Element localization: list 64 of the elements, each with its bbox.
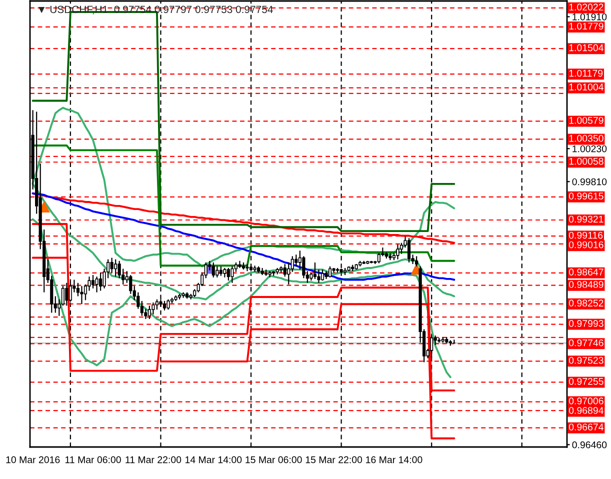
y-tick-label: 0.96460 [572,441,607,448]
candlestick [98,272,102,292]
candlestick [290,256,294,272]
ref-line-label: 1.00058 [569,158,604,165]
line-series [32,192,456,281]
candlestick [414,256,418,267]
ref-line-label: 0.97993 [568,320,604,327]
candlestick [155,298,159,310]
ref-line-label: 1.00350 [569,134,604,142]
ref-line-label: 1.01179 [569,70,603,77]
candlestick [287,262,290,286]
candlestick [152,302,155,315]
ref-line-label: 0.98647 [568,268,604,276]
y-tick-label: 0.99810 [572,178,607,186]
ref-line-label: 0.96894 [568,406,604,414]
candlestick [140,300,144,316]
candlestick [320,268,324,282]
ref-line-label: 0.99615 [568,192,604,200]
candlestick [80,285,84,305]
candlestick [91,274,95,289]
candlestick [313,262,317,280]
ref-line-label: 0.97746 [568,339,604,346]
ref-line-label: 1.00579 [569,116,604,124]
candlestick [114,258,118,278]
candlestick [212,262,215,278]
y-tick-label: 1.01910 [572,13,607,20]
ref-line-label: 0.99321 [568,216,604,223]
ref-line-label: 1.01504 [569,44,604,52]
ref-line-label: 1.01779 [569,22,604,30]
candlestick [129,274,132,294]
ref-line-label: 0.96674 [568,424,604,430]
candlestick [219,266,222,276]
candlestick [166,298,170,310]
ref-line-label: 0.97255 [568,378,604,385]
ref-line-label: 0.99116 [568,232,603,239]
x-tick-label: 14 Mar 14:00 [185,456,242,464]
x-tick-label: 15 Mar 22:00 [306,456,362,464]
ref-line-label: 0.98489 [568,281,604,288]
y-tick-label: 1.00230 [572,145,607,152]
ref-line-label: 1.02022 [569,4,604,11]
x-tick-label: 16 Mar 14:00 [366,456,422,464]
candlestick [95,276,98,293]
x-tick-label: 11 Mar 06:00 [65,456,121,464]
candlestick [61,285,64,306]
candlestick [65,282,68,306]
candlestick [223,267,226,278]
candlestick [246,263,249,272]
candlestick [110,257,114,274]
x-tick-label: 10 Mar 2016 [6,456,60,464]
ref-line-label: 1.01004 [569,84,604,90]
ref-line-label: 0.97006 [568,397,604,404]
x-tick-label: 15 Mar 06:00 [246,456,302,464]
x-tick-label: 11 Mar 22:00 [126,456,182,464]
candlestick [148,305,151,320]
candlestick [328,266,332,278]
ref-line-label: 0.97523 [568,356,604,364]
ref-line-label: 0.98252 [568,300,604,307]
candlestick [230,266,234,284]
candlestick [396,244,400,260]
candlestick [407,238,411,264]
candlestick [294,254,298,267]
candlestick [226,267,230,282]
candlestick [216,266,219,278]
ref-line-label: 0.99016 [568,241,604,248]
